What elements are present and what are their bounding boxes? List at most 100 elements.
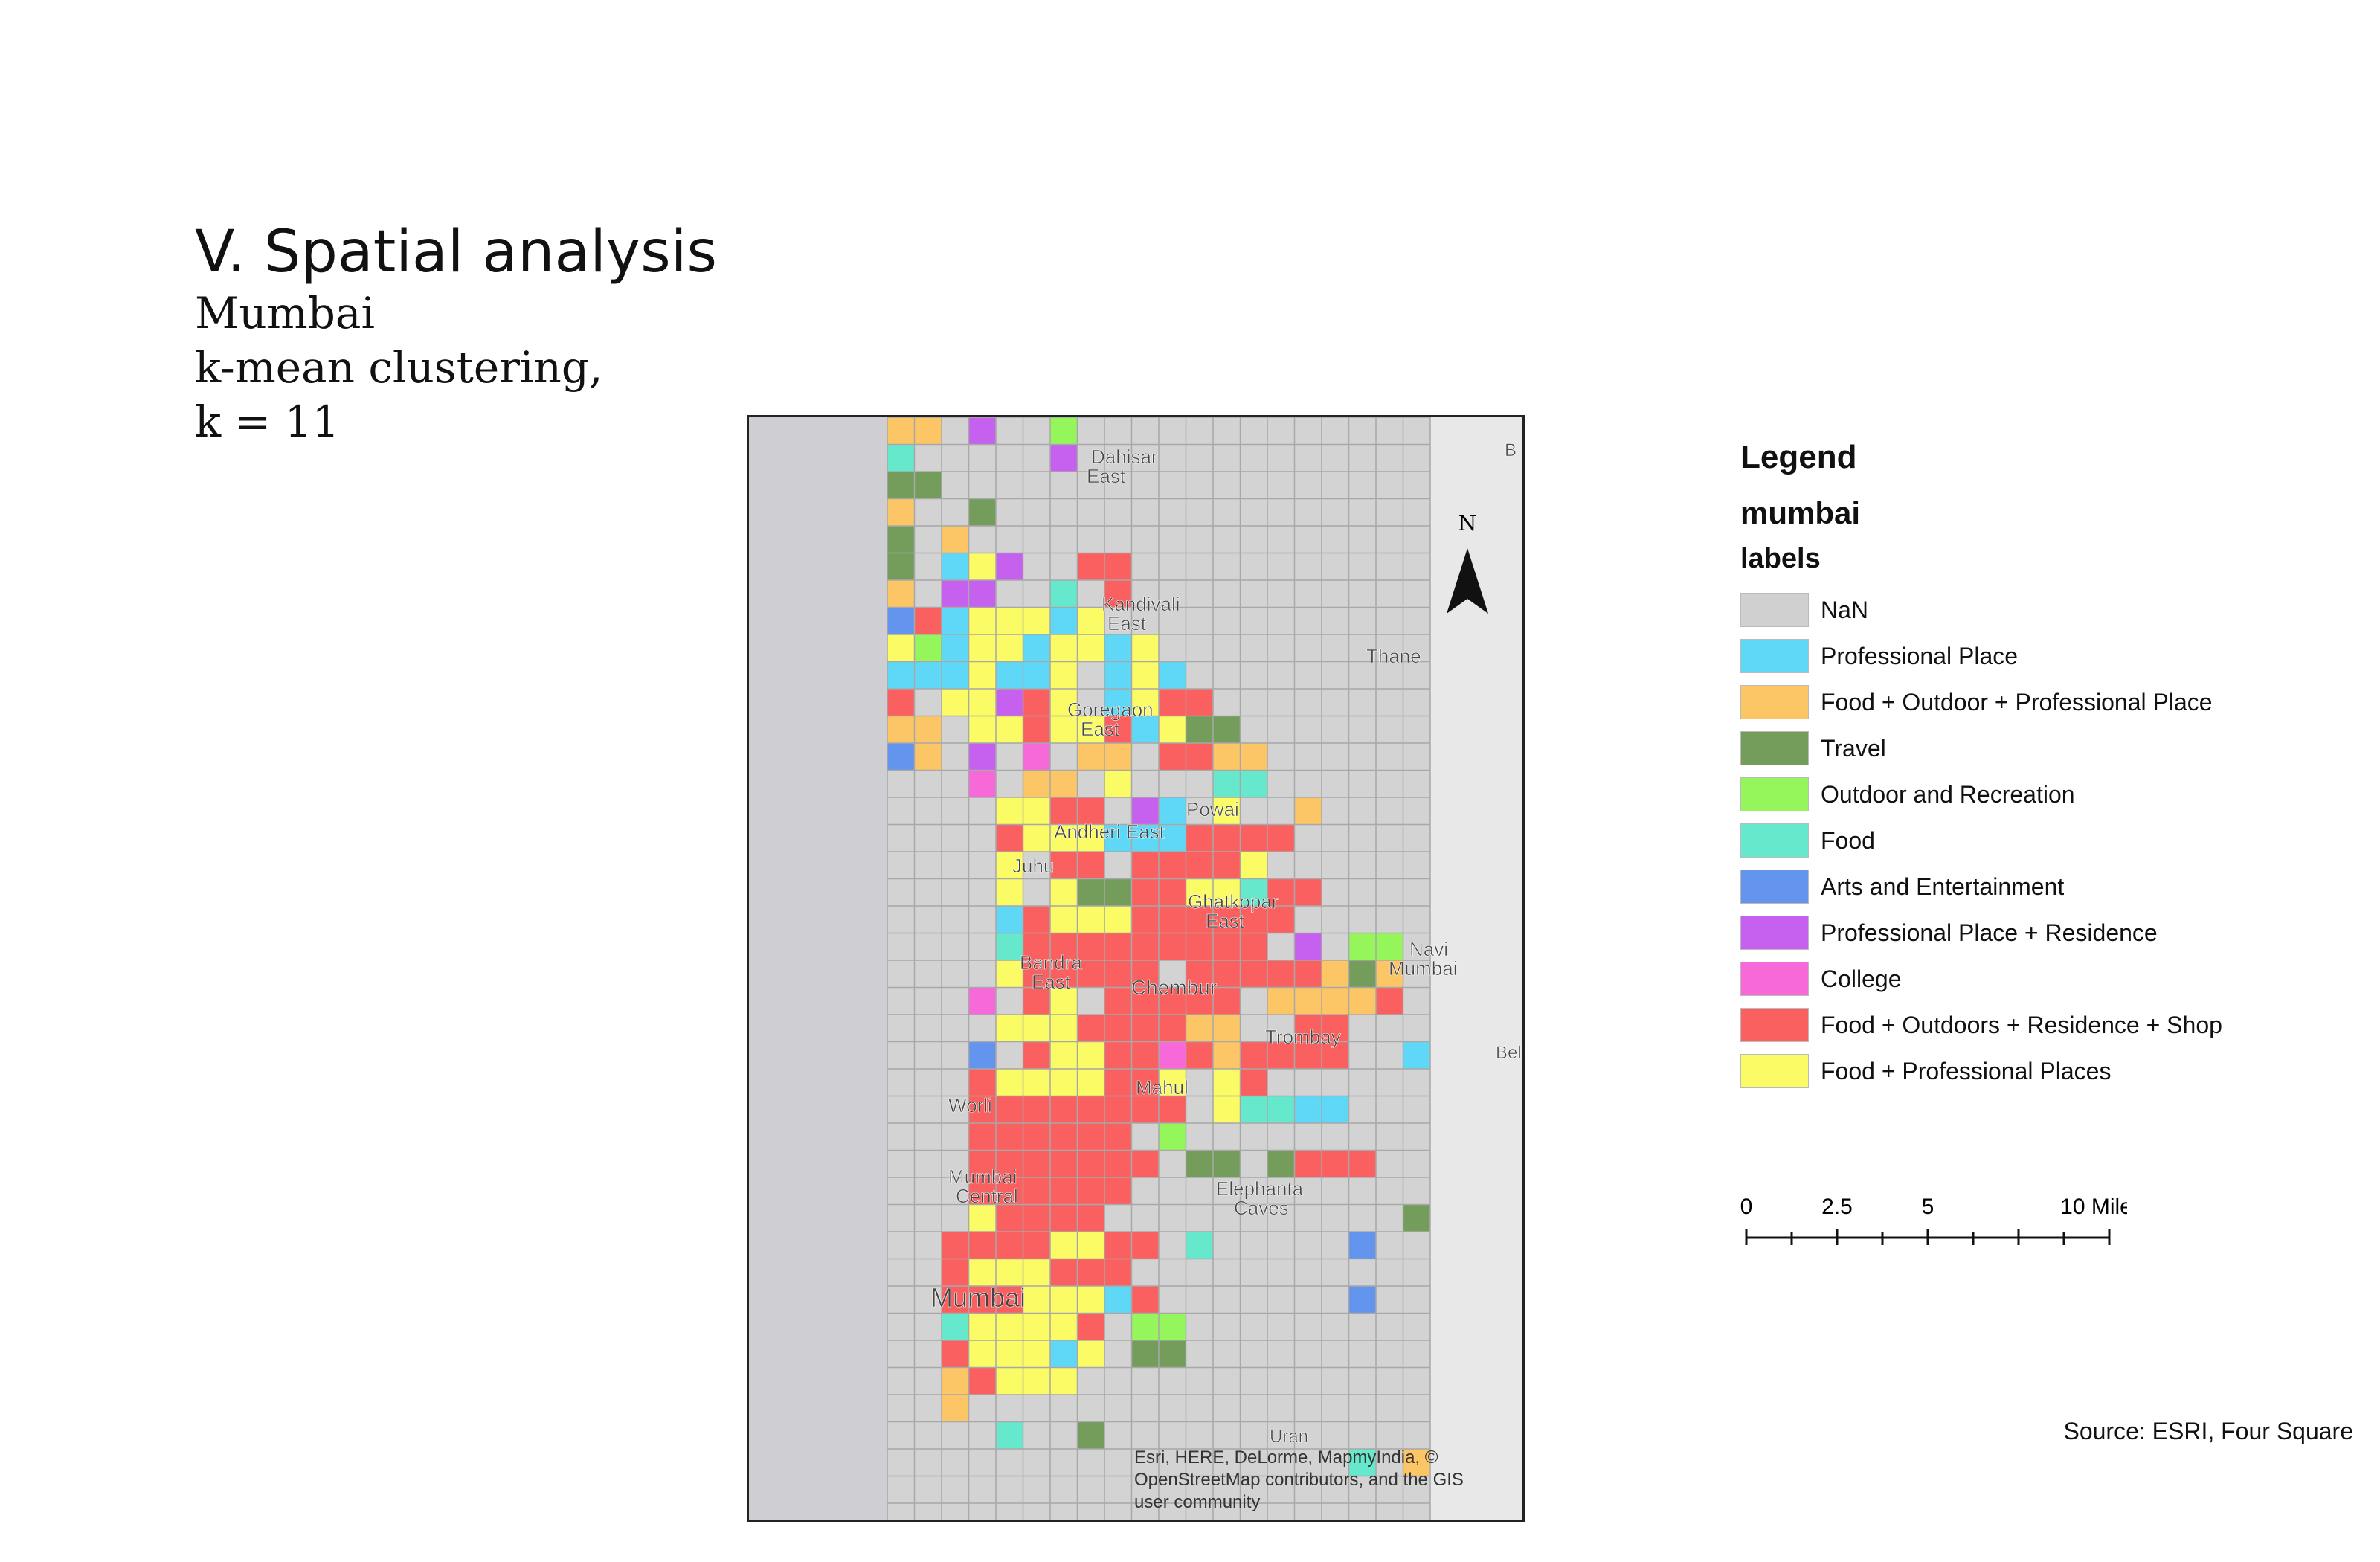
grid-cell: [1050, 689, 1078, 716]
grid-cell: [1294, 1096, 1322, 1123]
grid-cell: [1240, 852, 1267, 879]
grid-cell: [1077, 1069, 1104, 1096]
grid-cell: [942, 634, 969, 662]
grid-cell: [1131, 1340, 1159, 1368]
grid-cell: [968, 770, 996, 797]
legend-items: NaN Professional Place Food + Outdoor + Pr…: [1740, 587, 2222, 1094]
grid-cell: [1104, 933, 1132, 960]
grid-cell: [1159, 824, 1186, 852]
grid-cell: [1050, 852, 1078, 879]
grid-cell: [1131, 1096, 1159, 1123]
grid-cell: [1104, 906, 1132, 933]
legend-label: Outdoor and Recreation: [1821, 780, 2075, 808]
map-attribution: Esri, HERE, DeLorme, MapmyIndia, © OpenS…: [1134, 1447, 1464, 1512]
grid-cell: [1050, 444, 1078, 472]
legend-item: Food + Professional Places: [1740, 1048, 2222, 1094]
legend-item: Food + Outdoor + Professional Place: [1740, 679, 2222, 725]
grid-cell: [1050, 1123, 1078, 1151]
scale-label-0: 0: [1740, 1195, 1752, 1219]
grid-cell: [1104, 1041, 1132, 1069]
grid-cell: [1077, 1041, 1104, 1069]
legend-item: Professional Place + Residence: [1740, 910, 2222, 956]
grid-cell: [1104, 770, 1132, 797]
legend-label: College: [1821, 965, 1902, 992]
grid-cell: [996, 661, 1023, 689]
grid-cell: [996, 1177, 1023, 1205]
grid-cell: [1240, 960, 1267, 988]
grid-cell: [968, 1313, 996, 1340]
grid-cell: [1376, 960, 1403, 988]
grid-cell: [1186, 824, 1213, 852]
grid-cell: [942, 1259, 969, 1286]
grid-cell: [942, 1340, 969, 1368]
grid-cell: [1104, 960, 1132, 988]
grid-cell: [1186, 852, 1213, 879]
grid-cell: [968, 417, 996, 445]
place-label: Bel: [1496, 1043, 1522, 1063]
grid-cell: [1240, 1096, 1267, 1123]
legend-swatch: [1740, 593, 1809, 627]
legend-swatch: [1740, 639, 1809, 673]
grid-cell: [1294, 1041, 1322, 1069]
grid-cell: [1131, 1069, 1159, 1096]
grid-cell: [1322, 1150, 1349, 1177]
grid-cell: [1131, 1015, 1159, 1042]
grid-cell: [1050, 906, 1078, 933]
place-label: Uran: [1270, 1427, 1308, 1447]
grid-cell: [1050, 770, 1078, 797]
place-label: Mumbai: [930, 1282, 1026, 1313]
grid-cell: [1159, 797, 1186, 825]
grid-cell: [1077, 797, 1104, 825]
north-arrow-icon: [1447, 548, 1488, 614]
place-label: Mumbai: [948, 1166, 1017, 1188]
grid-cell: [942, 661, 969, 689]
grid-cell: [1050, 1204, 1078, 1232]
grid-cell: [1050, 1367, 1078, 1395]
grid-cell: [1131, 1150, 1159, 1177]
grid-cell: [1213, 1041, 1241, 1069]
grid-cell: [1023, 634, 1050, 662]
grid-cell: [1159, 906, 1186, 933]
legend-label: Arts and Entertainment: [1821, 872, 2065, 900]
grid-cell: [1050, 1177, 1078, 1205]
grid-cell: [1348, 1232, 1376, 1259]
grid-cell: [914, 472, 942, 499]
legend-item: NaN: [1740, 587, 2222, 633]
place-label: B: [1505, 440, 1517, 460]
place-label: Thane: [1366, 645, 1421, 667]
grid-cell: [1159, 1015, 1186, 1042]
grid-cell: [996, 906, 1023, 933]
grid-cell: [1023, 933, 1050, 960]
grid-cell: [942, 580, 969, 608]
grid-cell: [1186, 1015, 1213, 1042]
slide-subtitle-city: Mumbai: [195, 288, 375, 338]
slide-subtitle-method: k-mean clustering,: [195, 342, 603, 393]
grid-cell: [942, 1232, 969, 1259]
grid-cell: [1104, 553, 1132, 580]
grid-cell: [1403, 1204, 1430, 1232]
grid-cell: [887, 634, 915, 662]
place-labels: DahisarEastKandivaliEastThaneGoregaonEas…: [930, 440, 1522, 1447]
north-label: N: [1458, 511, 1477, 536]
cluster-map[interactable]: Dahisar East Kandivali East Thane Goregaon Eas…: [747, 415, 1525, 1522]
grid-cell: [1267, 1041, 1295, 1069]
grid-cell: [1213, 1150, 1241, 1177]
grid-cell: [1023, 960, 1050, 988]
grid-cell: [1050, 1232, 1078, 1259]
grid-cell: [1050, 716, 1078, 743]
grid-cell: [1077, 1259, 1104, 1286]
grid-cell: [996, 689, 1023, 716]
grid-cell: [1023, 1096, 1050, 1123]
grid-cell: [968, 1367, 996, 1395]
grid-cell: [968, 1232, 996, 1259]
grid-cell: [1159, 1313, 1186, 1340]
grid-cell: [887, 526, 915, 553]
grid-cell: [1403, 1041, 1430, 1069]
grid-cell: [1348, 1286, 1376, 1314]
grid-cell: [996, 634, 1023, 662]
grid-cell: [1050, 878, 1078, 906]
grid-cell: [1104, 1259, 1132, 1286]
grid-cell: [996, 1150, 1023, 1177]
grid-cell: [968, 580, 996, 608]
legend-item: Travel: [1740, 725, 2222, 771]
